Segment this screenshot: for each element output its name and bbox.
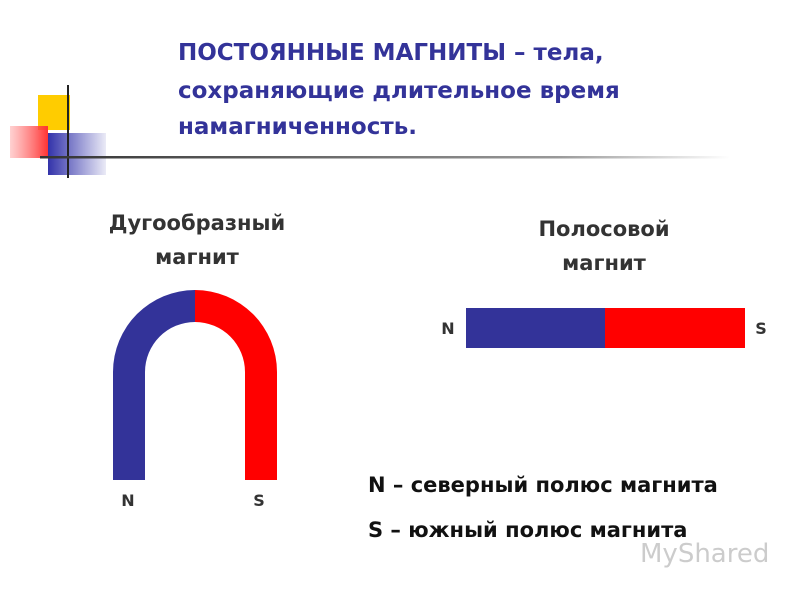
pole-label: N xyxy=(441,319,454,338)
pole-label: N xyxy=(121,491,134,510)
horseshoe-magnet xyxy=(113,290,277,480)
watermark: MyShared xyxy=(640,539,769,569)
pole-label: S xyxy=(755,319,767,338)
title-line: сохраняющие длительное время xyxy=(178,78,620,104)
decoration xyxy=(10,85,730,178)
legend-line: N – северный полюс магнита xyxy=(368,473,718,497)
pole-label: S xyxy=(253,491,265,510)
caption: магнит xyxy=(562,251,647,275)
legend-line: S – южный полюс магнита xyxy=(368,518,687,542)
title-line: намагниченность. xyxy=(178,114,417,140)
caption: Дугообразный xyxy=(109,211,286,235)
title-line: ПОСТОЯННЫЕ МАГНИТЫ – тела, xyxy=(178,40,604,66)
bar-magnet xyxy=(466,308,745,348)
caption: магнит xyxy=(155,245,240,269)
caption: Полосовой xyxy=(538,217,669,241)
